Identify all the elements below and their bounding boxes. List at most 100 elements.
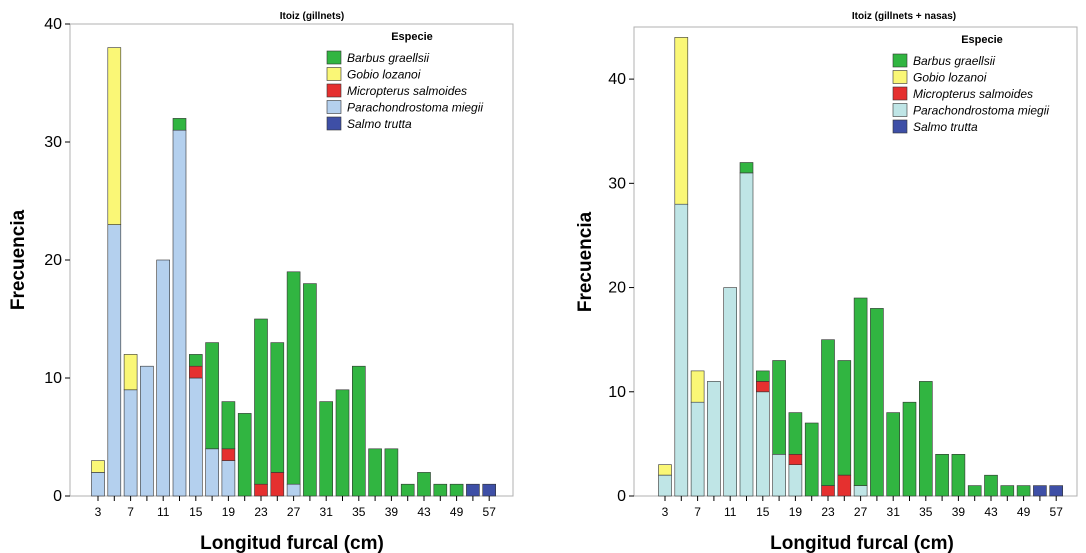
bar-micropterus-salmoides-15	[755, 381, 770, 393]
legend-swatch-parachondrostoma-miegii	[326, 100, 342, 114]
y-tick-label: 40	[608, 71, 626, 88]
bar-barbus-graellsii-45	[433, 483, 448, 497]
x-tick-label: 39	[952, 505, 966, 519]
chart-title: Itoiz (gillnets + nasas)	[852, 11, 956, 22]
bar-barbus-graellsii-41	[400, 483, 415, 497]
bar-gobio-lozanoi-7	[690, 370, 705, 403]
x-axis: 3 7 11 15 19 23 27 31 35 39 43 49 57	[662, 496, 1064, 519]
bar-barbus-graellsii-29	[303, 283, 317, 497]
bar-barbus-graellsii-25	[270, 342, 285, 473]
bar-parachondrostoma-miegii-5	[107, 224, 122, 497]
bar-barbus-graellsii-49	[1016, 485, 1031, 497]
bar-salmo-trutta-55	[466, 483, 480, 497]
bar-parachondrostoma-miegii-27	[853, 485, 868, 497]
bar-barbus-graellsii-17	[772, 360, 786, 455]
y-tick-label: 30	[608, 175, 626, 192]
legend: Especie Barbus graellsii Gobio lozanoi Mic…	[892, 34, 1049, 134]
x-tick-label: 11	[157, 505, 170, 519]
bar-parachondrostoma-miegii-13	[739, 172, 754, 497]
legend-title: Especie	[391, 31, 433, 43]
bar-parachondrostoma-miegii-19	[221, 460, 236, 497]
bar-barbus-graellsii-13	[172, 118, 187, 131]
bar-salmo-trutta-55	[1033, 485, 1047, 497]
x-tick-label: 15	[189, 505, 203, 519]
bar-parachondrostoma-miegii-15	[189, 377, 203, 497]
bar-parachondrostoma-miegii-3	[658, 474, 672, 497]
bar-barbus-graellsii-37	[368, 448, 382, 497]
y-axis-title: Frecuencia	[8, 209, 29, 310]
x-tick-label: 27	[854, 505, 868, 519]
y-tick-label: 0	[617, 488, 626, 505]
x-tick-label: 23	[821, 505, 835, 519]
legend-swatch-parachondrostoma-miegii	[892, 103, 908, 117]
legend-label-barbus-graellsii: Barbus graellsii	[913, 54, 995, 68]
bars	[91, 47, 497, 497]
bar-parachondrostoma-miegii-13	[172, 129, 187, 497]
x-tick-label: 31	[320, 505, 334, 519]
bar-barbus-graellsii-43	[417, 472, 431, 497]
x-tick-label: 15	[756, 505, 770, 519]
y-tick-label: 30	[44, 134, 62, 151]
bar-gobio-lozanoi-3	[658, 464, 672, 476]
legend-swatch-barbus-graellsii	[326, 50, 342, 65]
y-tick-label: 10	[44, 370, 62, 387]
bar-barbus-graellsii-35	[918, 381, 933, 497]
legend-label-salmo-trutta: Salmo trutta	[913, 120, 978, 134]
bar-micropterus-salmoides-19	[221, 448, 236, 461]
bar-barbus-graellsii-21	[804, 422, 819, 497]
bar-barbus-graellsii-43	[984, 474, 998, 497]
x-tick-label: 57	[1050, 505, 1064, 519]
bar-barbus-graellsii-33	[902, 401, 917, 497]
bar-barbus-graellsii-31	[886, 412, 901, 497]
bar-barbus-graellsii-13	[739, 162, 754, 174]
bar-parachondrostoma-miegii-17	[205, 448, 219, 497]
bar-barbus-graellsii-31	[319, 401, 334, 497]
bar-barbus-graellsii-39	[951, 453, 966, 497]
bar-barbus-graellsii-25	[837, 360, 852, 476]
bar-parachondrostoma-miegii-27	[286, 483, 301, 497]
y-tick-label: 20	[608, 280, 626, 297]
legend-label-gobio-lozanoi: Gobio lozanoi	[913, 71, 987, 85]
x-tick-label: 57	[483, 505, 497, 519]
bar-parachondrostoma-miegii-11	[723, 287, 738, 497]
bar-barbus-graellsii-27	[853, 297, 868, 486]
bar-barbus-graellsii-19	[788, 412, 803, 455]
bars	[658, 37, 1063, 497]
bar-gobio-lozanoi-7	[123, 354, 138, 391]
x-tick-label: 19	[789, 505, 803, 519]
bar-barbus-graellsii-19	[221, 401, 236, 450]
legend-label-parachondrostoma-miegii: Parachondrostoma miegii	[347, 101, 483, 115]
legend-title: Especie	[961, 34, 1003, 46]
x-axis-title: Longitud furcal (cm)	[770, 533, 954, 553]
bar-gobio-lozanoi-5	[107, 47, 122, 225]
legend-swatch-gobio-lozanoi	[892, 70, 908, 84]
bar-salmo-trutta-57	[1049, 485, 1063, 497]
bar-barbus-graellsii-21	[237, 413, 252, 497]
y-axis-title: Frecuencia	[575, 211, 596, 312]
x-tick-label: 49	[1017, 505, 1031, 519]
legend-label-salmo-trutta: Salmo trutta	[347, 117, 412, 131]
y-axis: 0 10 20 30 40	[608, 71, 634, 505]
x-tick-label: 7	[694, 505, 701, 519]
y-tick-label: 20	[44, 252, 62, 269]
bar-micropterus-salmoides-23	[254, 483, 268, 497]
bar-barbus-graellsii-39	[384, 448, 399, 497]
x-tick-label: 31	[887, 505, 901, 519]
x-axis-title: Longitud furcal (cm)	[200, 533, 384, 553]
bar-barbus-graellsii-37	[935, 453, 949, 497]
bar-barbus-graellsii-41	[967, 485, 982, 497]
x-tick-label: 35	[352, 505, 366, 519]
y-tick-label: 0	[53, 488, 62, 505]
x-tick-label: 7	[127, 505, 134, 519]
bar-barbus-graellsii-49	[449, 483, 464, 497]
y-axis: 0 10 20 30 40	[44, 16, 70, 505]
bar-parachondrostoma-miegii-9	[140, 365, 154, 497]
bar-gobio-lozanoi-3	[91, 460, 105, 473]
x-tick-label: 23	[254, 505, 268, 519]
bar-micropterus-salmoides-19	[788, 453, 803, 465]
bar-micropterus-salmoides-25	[837, 474, 852, 497]
bar-barbus-graellsii-27	[286, 271, 301, 485]
legend-swatch-salmo-trutta	[326, 116, 342, 131]
legend-swatch-barbus-graellsii	[892, 53, 908, 68]
